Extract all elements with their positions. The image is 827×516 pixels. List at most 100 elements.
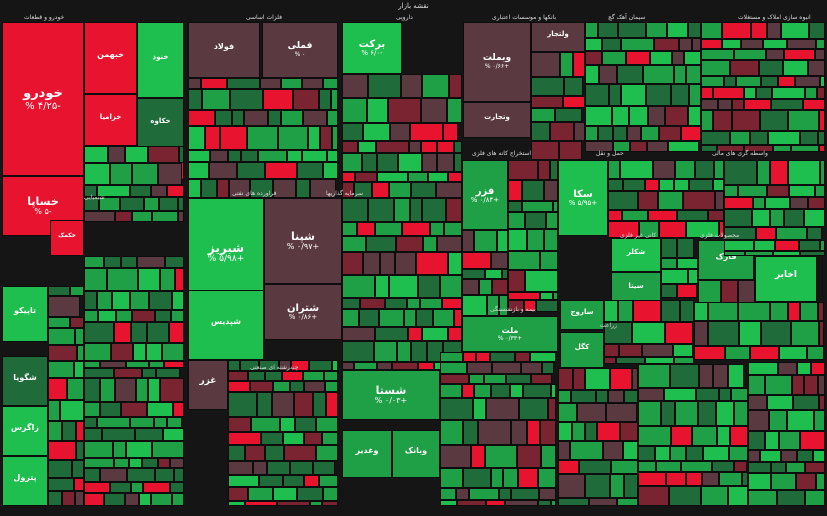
stock-cell[interactable]: [139, 493, 151, 506]
stock-cell[interactable]: [686, 65, 701, 84]
stock-cell[interactable]: [689, 179, 713, 191]
stock-cell[interactable]: [741, 39, 763, 49]
stock-cell[interactable]: [819, 321, 824, 346]
stock-cell[interactable]: [173, 402, 184, 417]
stock-cell[interactable]: [84, 368, 114, 378]
stock-cell[interactable]: [603, 441, 623, 460]
stock-cell[interactable]: [108, 146, 125, 163]
stock-cell[interactable]: [188, 162, 209, 179]
stock-cell[interactable]: [688, 106, 701, 126]
stock-cell[interactable]: [268, 110, 281, 126]
stock-cell[interactable]: وبملت% ۰/۶۶+: [463, 22, 531, 102]
stock-cell[interactable]: [523, 384, 551, 398]
stock-cell[interactable]: [48, 460, 72, 478]
stock-cell[interactable]: [291, 360, 309, 371]
stock-cell[interactable]: [734, 49, 766, 60]
stock-cell[interactable]: [781, 22, 809, 39]
stock-cell[interactable]: [178, 197, 184, 211]
stock-cell[interactable]: [531, 374, 552, 384]
stock-cell[interactable]: [342, 298, 360, 309]
stock-cell[interactable]: [661, 269, 688, 284]
stock-cell[interactable]: [84, 468, 100, 482]
stock-cell[interactable]: [550, 160, 558, 180]
stock-cell[interactable]: [721, 280, 738, 304]
stock-cell[interactable]: [421, 98, 447, 123]
stock-cell[interactable]: [440, 362, 467, 374]
stock-cell[interactable]: [527, 420, 540, 445]
stock-cell[interactable]: [138, 268, 160, 291]
stock-cell[interactable]: [84, 322, 114, 343]
stock-cell[interactable]: [522, 180, 544, 201]
stock-cell[interactable]: [661, 300, 680, 322]
stock-cell[interactable]: [661, 238, 677, 258]
stock-cell[interactable]: [531, 122, 550, 141]
stock-cell[interactable]: [638, 401, 661, 426]
stock-cell[interactable]: [795, 76, 820, 87]
stock-cell[interactable]: [104, 256, 121, 268]
stock-cell[interactable]: [125, 146, 148, 163]
stock-cell[interactable]: [639, 221, 659, 238]
stock-cell[interactable]: [376, 141, 409, 153]
stock-cell[interactable]: [247, 126, 278, 150]
stock-cell[interactable]: [228, 392, 257, 417]
stock-cell[interactable]: [476, 352, 490, 362]
stock-cell[interactable]: [599, 65, 617, 84]
stock-cell[interactable]: [280, 417, 295, 432]
stock-cell[interactable]: [342, 222, 357, 236]
stock-cell[interactable]: [800, 431, 825, 450]
stock-cell[interactable]: [446, 198, 462, 222]
stock-cell[interactable]: [748, 450, 760, 462]
stock-cell[interactable]: [84, 197, 99, 211]
stock-cell[interactable]: [281, 78, 302, 89]
stock-cell[interactable]: خبهمن: [84, 22, 137, 94]
stock-cell[interactable]: [555, 108, 582, 122]
stock-cell[interactable]: [695, 160, 714, 179]
stock-cell[interactable]: [508, 229, 527, 251]
stock-cell[interactable]: [702, 472, 719, 486]
stock-cell[interactable]: [287, 150, 302, 162]
stock-cell[interactable]: [722, 22, 751, 39]
stock-cell[interactable]: [521, 362, 542, 374]
stock-cell[interactable]: [604, 300, 618, 322]
stock-cell[interactable]: [110, 163, 132, 185]
stock-cell[interactable]: [129, 458, 142, 468]
stock-cell[interactable]: [152, 211, 178, 222]
stock-cell[interactable]: [748, 362, 778, 375]
stock-cell[interactable]: [638, 472, 666, 486]
stock-cell[interactable]: [474, 384, 491, 398]
stock-cell[interactable]: [771, 462, 786, 473]
stock-cell[interactable]: [790, 197, 808, 209]
stock-cell[interactable]: [126, 441, 152, 458]
stock-cell[interactable]: [648, 210, 677, 221]
stock-cell[interactable]: [491, 468, 503, 488]
stock-cell[interactable]: [389, 275, 418, 298]
stock-cell[interactable]: [579, 460, 611, 474]
stock-cell[interactable]: [240, 360, 259, 371]
stock-cell[interactable]: [366, 236, 396, 252]
stock-cell[interactable]: [296, 179, 310, 198]
stock-cell[interactable]: [323, 78, 338, 89]
stock-cell[interactable]: [515, 352, 530, 362]
stock-cell[interactable]: [456, 488, 469, 500]
stock-cell[interactable]: [308, 126, 320, 150]
stock-cell[interactable]: [620, 160, 653, 179]
stock-cell[interactable]: [800, 251, 825, 256]
stock-cell[interactable]: [767, 395, 793, 410]
stock-cell[interactable]: [486, 398, 519, 420]
stock-cell[interactable]: [712, 461, 734, 472]
stock-cell[interactable]: [602, 51, 626, 65]
stock-cell[interactable]: [624, 474, 638, 498]
stock-cell[interactable]: [538, 468, 556, 488]
stock-cell[interactable]: [646, 22, 667, 38]
stock-cell[interactable]: [659, 221, 686, 238]
stock-cell[interactable]: [638, 388, 664, 401]
stock-cell[interactable]: [48, 286, 70, 296]
stock-cell[interactable]: [228, 475, 259, 487]
stock-cell[interactable]: [320, 126, 332, 150]
stock-cell[interactable]: [372, 182, 389, 198]
stock-cell[interactable]: [719, 472, 742, 486]
stock-cell[interactable]: [701, 486, 728, 506]
stock-cell[interactable]: [506, 374, 531, 384]
stock-cell[interactable]: [244, 110, 268, 126]
stock-cell[interactable]: [698, 280, 721, 304]
